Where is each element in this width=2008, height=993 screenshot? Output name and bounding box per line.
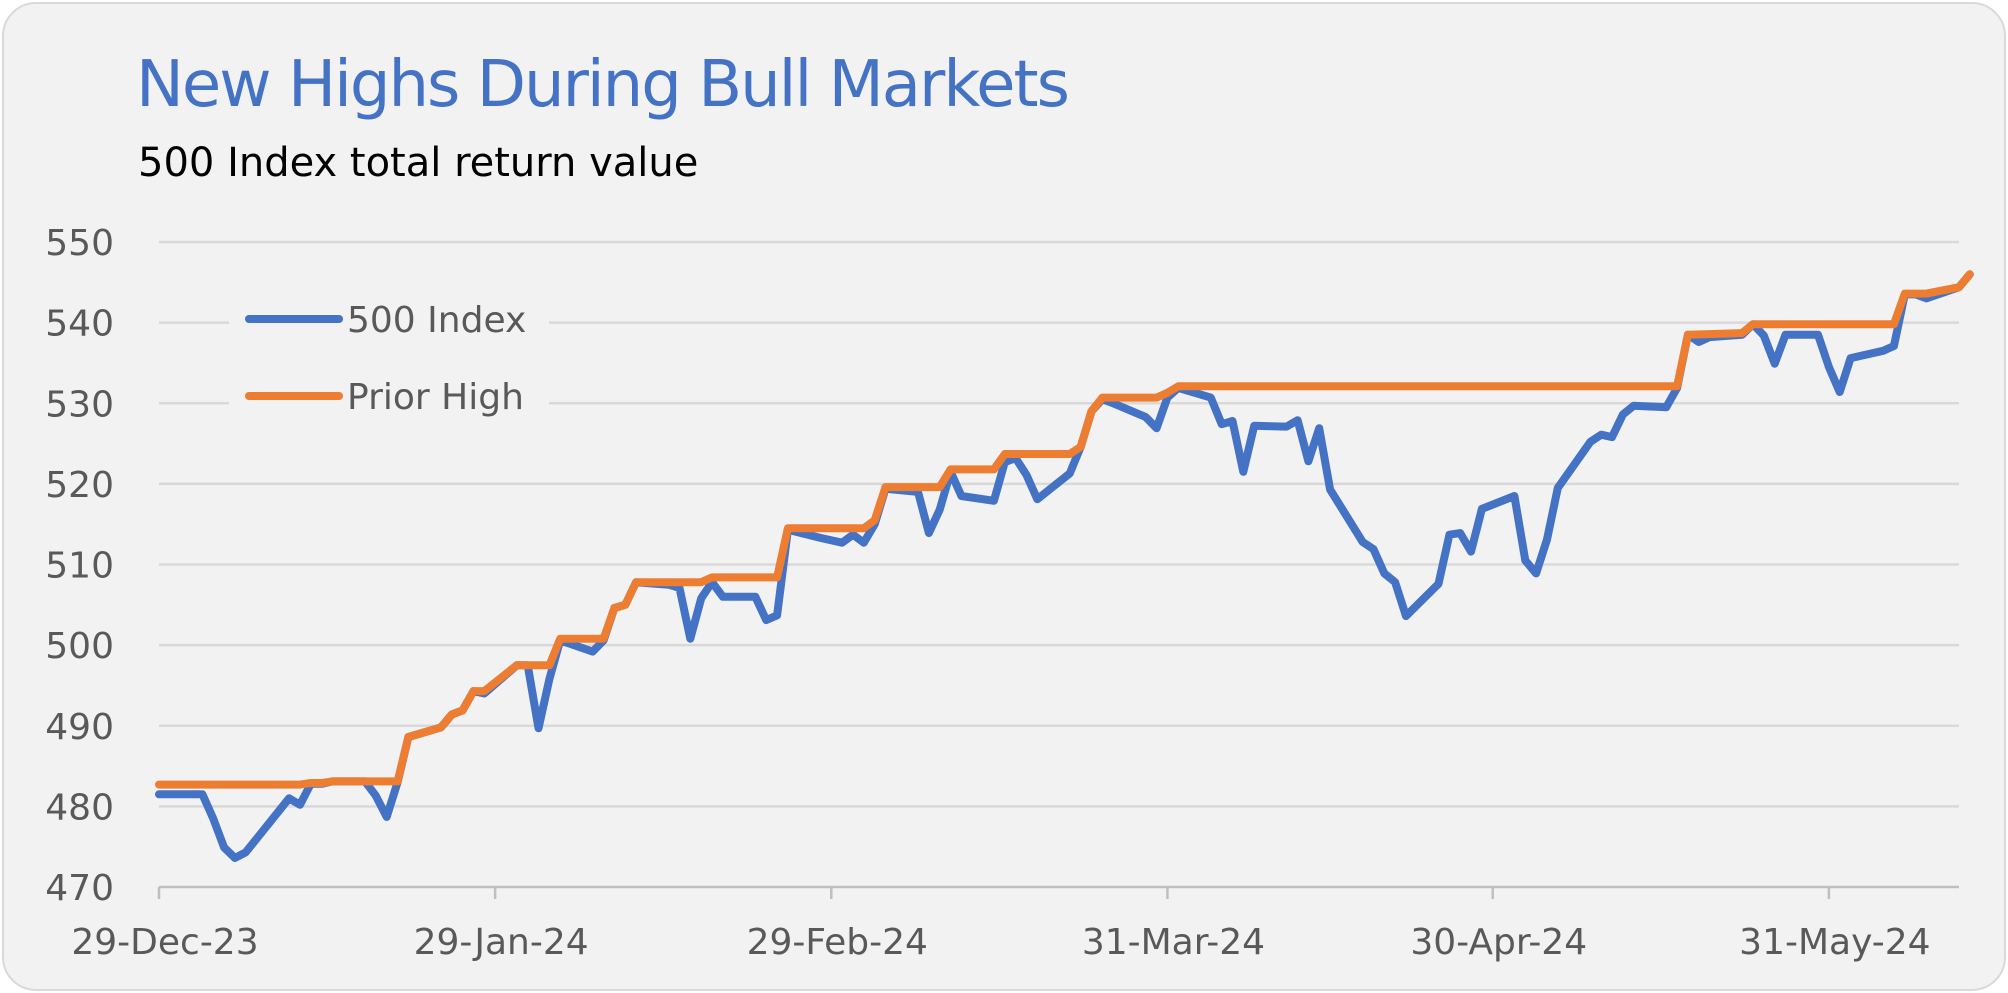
y-tick-label: 470 — [45, 868, 114, 909]
chart-title: New Highs During Bull Markets — [136, 48, 1070, 122]
y-tick-label: 540 — [45, 304, 114, 345]
legend-background — [229, 286, 549, 426]
x-tick-label: 29-Feb-24 — [747, 922, 928, 963]
x-tick-label: 29-Jan-24 — [414, 922, 589, 963]
y-tick-label: 490 — [45, 707, 114, 748]
y-tick-label: 520 — [45, 465, 114, 506]
x-tick-label: 31-Mar-24 — [1082, 922, 1265, 963]
chart-subtitle: 500 Index total return value — [138, 140, 699, 186]
y-axis: 470 480 490 500 510 520 530 540 550 — [45, 223, 114, 909]
x-tick-label: 31-May-24 — [1739, 922, 1930, 963]
y-tick-label: 550 — [45, 223, 114, 264]
y-tick-label: 480 — [45, 787, 114, 828]
legend-label: Prior High — [347, 377, 524, 418]
legend: 500 Index Prior High — [229, 286, 549, 426]
legend-label: 500 Index — [347, 300, 526, 341]
x-axis: 29-Dec-23 29-Jan-24 29-Feb-24 31-Mar-24 30-A… — [71, 887, 1931, 963]
x-tick-label: 29-Dec-23 — [71, 922, 258, 963]
x-tick-label: 30-Apr-24 — [1410, 922, 1587, 963]
series-lines — [155, 270, 1974, 862]
y-tick-label: 500 — [45, 626, 114, 667]
y-tick-label: 530 — [45, 384, 114, 425]
y-tick-label: 510 — [45, 546, 114, 587]
series-line-prior-high — [155, 270, 1974, 789]
